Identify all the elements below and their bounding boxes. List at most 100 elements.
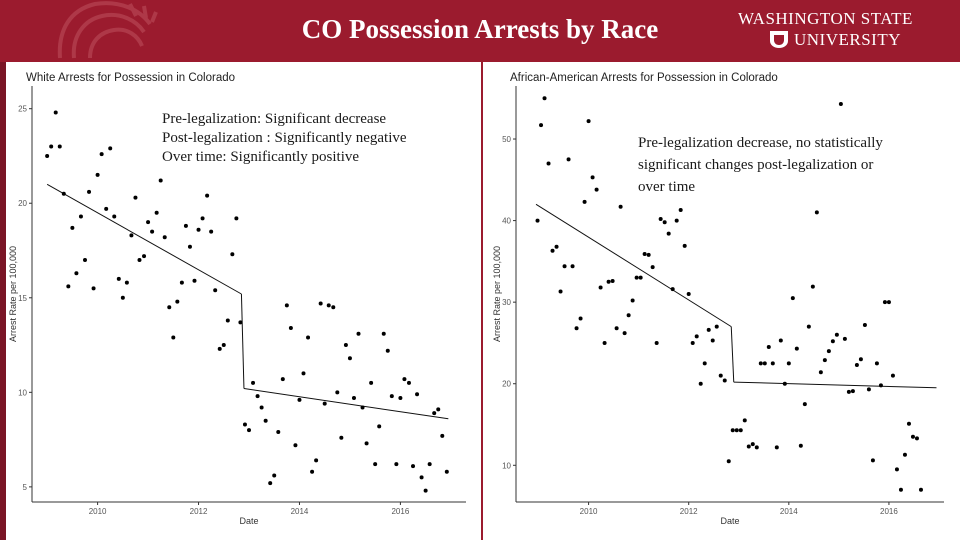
data-point	[112, 214, 117, 219]
data-point	[574, 326, 579, 331]
data-point	[297, 397, 302, 402]
data-point	[762, 361, 767, 366]
data-point	[221, 343, 226, 348]
data-point	[562, 264, 567, 269]
data-point	[634, 275, 639, 280]
data-point	[171, 335, 176, 340]
data-point	[834, 332, 839, 337]
data-point	[754, 445, 759, 450]
data-point	[406, 380, 411, 385]
data-point	[129, 233, 134, 238]
data-point	[558, 289, 563, 294]
y-tick-label: 10	[502, 461, 511, 470]
black-arrests-chart: African-American Arrests for Possession …	[492, 72, 944, 526]
data-point	[858, 357, 863, 362]
data-point	[818, 370, 823, 375]
y-tick-label: 25	[18, 105, 27, 114]
wsu-wordmark-line2: UNIVERSITY	[794, 30, 901, 49]
data-point	[389, 394, 394, 399]
data-point	[120, 295, 125, 300]
data-point	[57, 144, 62, 149]
data-point	[268, 481, 273, 486]
data-point	[766, 345, 771, 350]
data-point	[326, 303, 331, 308]
data-point	[910, 434, 915, 439]
data-point	[444, 469, 449, 474]
data-point	[175, 299, 180, 304]
data-point	[658, 216, 663, 221]
data-point	[61, 191, 66, 196]
data-point	[738, 428, 743, 433]
data-point	[894, 467, 899, 472]
data-point	[242, 422, 247, 427]
x-tick-label: 2012	[190, 507, 208, 516]
data-point	[814, 210, 819, 215]
data-point	[666, 231, 671, 236]
data-point	[650, 265, 655, 270]
data-point	[570, 264, 575, 269]
data-point	[427, 462, 432, 467]
black-arrests-chart-panel: African-American Arrests for Possession …	[486, 66, 950, 533]
data-point	[626, 313, 631, 318]
cougar-logo-watermark-icon	[57, 1, 158, 59]
data-point	[678, 207, 683, 212]
data-point	[778, 338, 783, 343]
trend-line-post	[243, 388, 449, 420]
data-point	[722, 378, 727, 383]
data-point	[646, 252, 651, 257]
data-point	[255, 394, 260, 399]
data-point	[440, 433, 445, 438]
right-note-line-2: significant changes post-legalization or	[638, 157, 874, 173]
right-findings-note: Pre-legalization decrease, no statistica…	[638, 132, 883, 198]
data-point	[690, 340, 695, 345]
data-point	[301, 371, 306, 376]
data-point	[436, 407, 441, 412]
data-point	[642, 252, 647, 257]
x-axis-label: Date	[720, 516, 739, 526]
data-point	[742, 418, 747, 423]
data-point	[854, 362, 859, 367]
data-point	[535, 218, 540, 223]
data-point	[622, 331, 627, 336]
data-point	[364, 441, 369, 446]
x-axis-label: Date	[239, 516, 258, 526]
data-point	[137, 257, 142, 262]
data-point	[234, 216, 239, 221]
data-point	[398, 396, 403, 400]
data-point	[746, 444, 751, 449]
data-point	[142, 254, 147, 259]
data-point	[225, 318, 230, 323]
data-point	[590, 175, 595, 180]
data-point	[108, 146, 113, 151]
data-point	[183, 223, 188, 228]
data-point	[918, 487, 923, 492]
trend-line-pre	[535, 203, 732, 328]
data-point	[306, 335, 311, 340]
data-point	[415, 392, 420, 397]
data-point	[866, 387, 871, 392]
data-point	[802, 402, 807, 407]
data-point	[798, 443, 803, 448]
data-point	[734, 428, 739, 433]
data-point	[402, 377, 407, 382]
data-point	[842, 336, 847, 341]
panel-divider	[481, 62, 483, 540]
x-tick-label: 2010	[89, 507, 107, 516]
y-tick-label: 20	[18, 199, 27, 208]
y-tick-label: 40	[502, 217, 511, 226]
data-point	[411, 464, 416, 469]
data-point	[898, 487, 903, 492]
data-point	[263, 418, 268, 423]
data-point	[878, 383, 883, 388]
data-point	[914, 436, 919, 441]
chart-title: White Arrests for Possession in Colorado	[26, 72, 235, 84]
data-point	[70, 225, 75, 230]
data-point	[750, 442, 755, 447]
white-arrests-chart-panel: White Arrests for Possession in Colorado…	[8, 66, 472, 533]
data-point	[179, 280, 184, 285]
data-point	[582, 199, 587, 204]
data-point	[546, 161, 551, 166]
data-point	[674, 218, 679, 223]
data-point	[822, 358, 827, 363]
data-point	[539, 123, 544, 128]
